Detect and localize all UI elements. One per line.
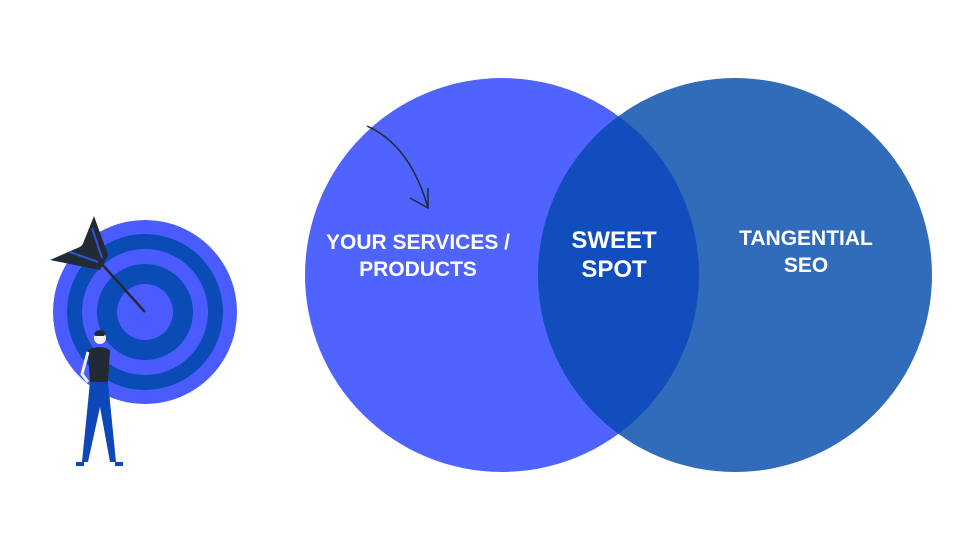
curved-arrow-head-icon <box>409 188 429 210</box>
overlap-label-line2: SPOT <box>581 256 647 283</box>
right-set-label-line2: SEO <box>784 254 828 277</box>
dart-arrow-icon <box>50 216 146 313</box>
person-figure <box>76 330 123 466</box>
left-set-label-line1: YOUR SERVICES / <box>326 231 510 254</box>
target-illustration <box>50 216 237 466</box>
venn-overlap <box>538 78 699 472</box>
overlap-label-line1: SWEET <box>571 227 657 254</box>
left-set-label-line2: PRODUCTS <box>359 258 477 281</box>
right-set-label-line1: TANGENTIAL <box>739 227 873 250</box>
curved-arrow-icon <box>366 125 429 209</box>
